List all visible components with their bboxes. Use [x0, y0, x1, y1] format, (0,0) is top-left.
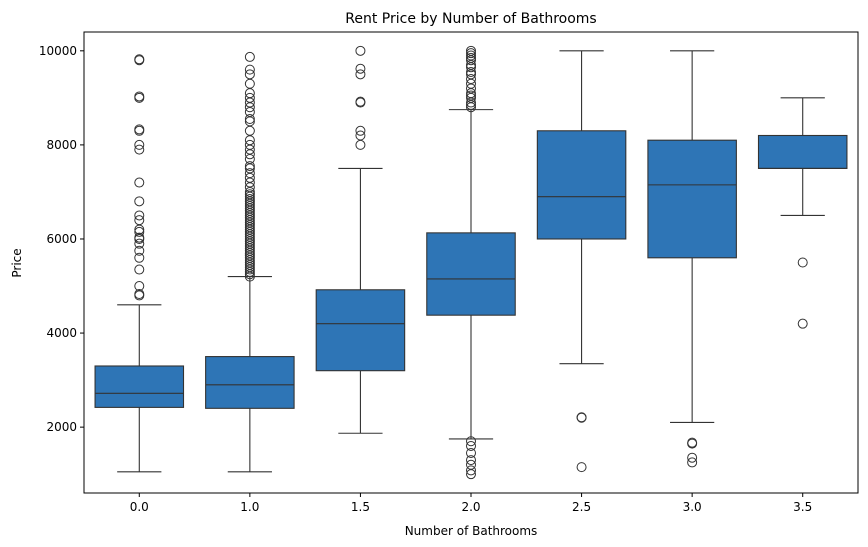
outlier-point [466, 45, 476, 56]
outlier-point [687, 437, 698, 448]
outlier-point [687, 452, 698, 463]
y-tick-label: 6000 [46, 232, 77, 246]
box-iqr [315, 289, 406, 372]
x-tick-label: 2.0 [461, 500, 480, 514]
box-group-3.0 [647, 50, 737, 468]
outlier-point [244, 92, 255, 103]
outlier-point [355, 130, 366, 141]
x-axis: 0.0 1.0 1.5 2.0 2.5 3.0 3.5 [130, 493, 812, 514]
chart-title: Rent Price by Number of Bathrooms [345, 11, 596, 27]
box-iqr [536, 130, 627, 240]
outlier-point [355, 45, 366, 56]
outlier-point [244, 161, 255, 172]
plot-area [83, 31, 859, 494]
outlier-point [134, 232, 145, 243]
outlier-point [134, 245, 145, 256]
outlier-point [134, 226, 145, 237]
outlier-point [134, 210, 145, 221]
outlier-point [466, 66, 476, 77]
outlier-point [244, 189, 255, 200]
outlier-point [355, 139, 366, 150]
outlier-point [355, 125, 366, 136]
x-tick-label: 0.0 [130, 500, 149, 514]
outlier-point [466, 99, 476, 110]
box-group-1.0 [205, 51, 295, 473]
y-axis: 2000 4000 6000 8000 10000 [39, 44, 84, 434]
outlier-point [134, 215, 145, 226]
x-tick-label: 2.5 [572, 500, 591, 514]
box-group-3.5 [757, 97, 848, 329]
outlier-point [244, 64, 255, 75]
box-group-2.0 [426, 45, 516, 480]
outlier-point [466, 440, 476, 451]
outlier-point [244, 193, 255, 204]
outlier-point [244, 78, 255, 89]
outlier-point [134, 144, 145, 155]
outlier-point [134, 139, 145, 150]
outlier-point [797, 257, 808, 268]
outlier-point [466, 74, 476, 85]
y-tick-label: 10000 [39, 44, 77, 58]
outlier-point [244, 125, 255, 136]
outlier-point [244, 114, 255, 125]
outlier-point [466, 436, 476, 447]
y-tick-label: 8000 [46, 138, 77, 152]
box-group-2.5 [536, 50, 627, 473]
outlier-point [134, 196, 145, 207]
outlier-point [134, 252, 145, 263]
y-tick-label: 4000 [46, 326, 77, 340]
box-iqr [647, 139, 737, 259]
outlier-point [134, 177, 145, 188]
outlier-point [244, 51, 255, 62]
outlier-point [244, 139, 255, 150]
outlier-point [687, 457, 698, 468]
outlier-point [134, 124, 145, 135]
outlier-point [466, 459, 476, 470]
y-axis-label: Price [10, 248, 24, 277]
outlier-point [466, 48, 476, 59]
outlier-point [244, 116, 255, 127]
x-tick-label: 1.0 [240, 500, 259, 514]
outlier-point [134, 281, 145, 292]
x-tick-label: 3.5 [793, 500, 812, 514]
outlier-point [355, 63, 366, 74]
box-iqr [205, 356, 295, 409]
outlier-point [797, 318, 808, 329]
x-tick-label: 1.5 [351, 500, 370, 514]
outlier-point [466, 465, 476, 476]
box-iqr [757, 134, 848, 169]
outlier-point [134, 289, 145, 300]
y-tick-label: 2000 [46, 420, 77, 434]
box-group-0.0 [94, 54, 185, 473]
outlier-point [466, 90, 476, 101]
outlier-point [466, 448, 476, 459]
outlier-point [355, 96, 366, 107]
outlier-point [576, 462, 587, 473]
outlier-point [466, 50, 476, 61]
outlier-point [134, 238, 145, 249]
x-tick-label: 3.0 [683, 500, 702, 514]
outlier-point [355, 69, 366, 80]
box-iqr [94, 365, 185, 408]
outlier-point [244, 168, 255, 179]
outlier-point [576, 412, 587, 423]
outlier-point [244, 69, 255, 80]
outlier-point [134, 54, 145, 65]
outlier-point [466, 52, 476, 63]
box-group-1.5 [315, 45, 406, 434]
outlier-point [134, 264, 145, 275]
outlier-point [134, 91, 145, 102]
box-iqr [426, 232, 516, 316]
outlier-point [466, 455, 476, 466]
x-axis-label: Number of Bathrooms [405, 524, 538, 538]
